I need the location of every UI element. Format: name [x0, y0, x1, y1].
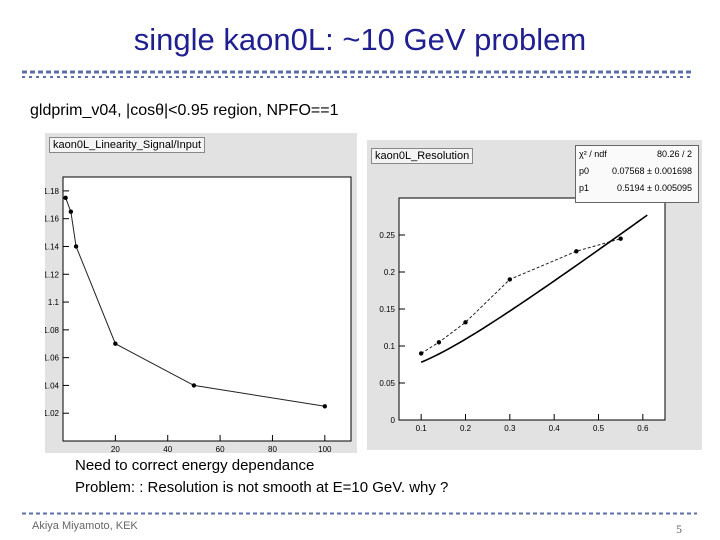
data-point [191, 383, 197, 388]
p0-label: p0 [579, 166, 590, 176]
x-tick-label: 0.3 [504, 424, 516, 433]
chi2-label: χ² / ndf [579, 149, 607, 159]
series-line [65, 197, 325, 407]
y-tick-label: 1.12 [45, 270, 60, 279]
y-tick-label: 1.14 [45, 242, 60, 251]
data-point [68, 209, 74, 214]
y-tick-label: 1.02 [45, 409, 60, 418]
y-tick-label: 0.15 [379, 305, 395, 314]
y-tick-label: 0.05 [379, 379, 395, 388]
y-tick-label: 1.18 [45, 187, 60, 196]
fit-curve [420, 214, 648, 363]
x-tick-label: 80 [268, 445, 277, 453]
data-point [618, 236, 623, 241]
y-tick-label: 0.2 [384, 268, 396, 277]
y-tick-label: 1.08 [45, 326, 60, 335]
series-line [420, 238, 621, 354]
x-tick-label: 60 [216, 445, 225, 453]
resolution-plot-title: kaon0L_Resolution [371, 148, 474, 164]
fit-stats-box: χ² / ndf 80.26 / 2 p0 0.07568 ± 0.001698… [575, 145, 699, 203]
data-point [113, 341, 118, 346]
x-tick-label: 0.4 [549, 424, 561, 433]
data-point [73, 244, 79, 249]
x-tick-label: 0.1 [416, 424, 428, 433]
x-tick-label: 0.6 [637, 424, 649, 433]
x-tick-label: 100 [318, 445, 332, 453]
data-point [418, 351, 424, 356]
x-tick-label: 0.5 [593, 424, 605, 433]
plot-frame [62, 176, 352, 442]
chi2-value: 80.26 / 2 [656, 149, 692, 159]
x-tick-label: 40 [163, 445, 172, 453]
x-tick-label: 20 [111, 445, 120, 453]
y-tick-label: 1.04 [45, 381, 60, 390]
p1-value: 0.5194 ± 0.005095 [616, 183, 692, 193]
y-tick-label: 0.1 [384, 342, 396, 351]
slide-title: single kaon0L: ~10 GeV problem [133, 22, 587, 57]
data-point [322, 404, 328, 409]
linearity-plot-title: kaon0L_Linearity_Signal/Input [49, 137, 206, 153]
data-point [574, 249, 579, 254]
y-tick-label: 1.16 [45, 215, 60, 224]
x-tick-label: 0.2 [460, 424, 472, 433]
slide-subtitle: gldprim_v04, |cosθ|<0.95 region, NPFO==1 [30, 102, 339, 119]
footer-author: Akiya Miyamoto, KEK [32, 520, 138, 532]
linearity-chart: 1.02 1.04 1.06 1.08 1.1 1.12 1.14 1.16 1.18 20 40 6… [45, 176, 352, 453]
footer-rule [22, 512, 697, 515]
data-point [436, 340, 442, 345]
p1-label: p1 [579, 183, 590, 193]
y-tick-label: 0 [391, 416, 396, 425]
title-dotted-rule [22, 70, 692, 78]
y-tick-label: 0.25 [379, 231, 395, 240]
linearity-plot-panel: kaon0L_Linearity_Signal/Input 1.02 1.04 1.… [45, 133, 357, 453]
page-number: 5 [676, 522, 682, 536]
y-tick-label: 1.1 [48, 298, 60, 307]
note-line-1: Need to correct energy dependance [75, 457, 315, 474]
resolution-chart: 0 0.05 0.1 0.15 0.2 0.25 0.1 0.2 0.3 0.4 0.5 0.6 [379, 197, 666, 433]
data-point [63, 195, 68, 201]
data-point [463, 320, 468, 325]
resolution-plot-panel: kaon0L_Resolution 0 0.05 0.1 0.15 0.2 0.25 0.1… [367, 140, 702, 450]
y-tick-label: 1.06 [45, 354, 60, 363]
p0-value: 0.07568 ± 0.001698 [611, 166, 692, 176]
data-point [507, 277, 513, 282]
note-line-2: Problem: : Resolution is not smooth at E… [75, 479, 449, 496]
